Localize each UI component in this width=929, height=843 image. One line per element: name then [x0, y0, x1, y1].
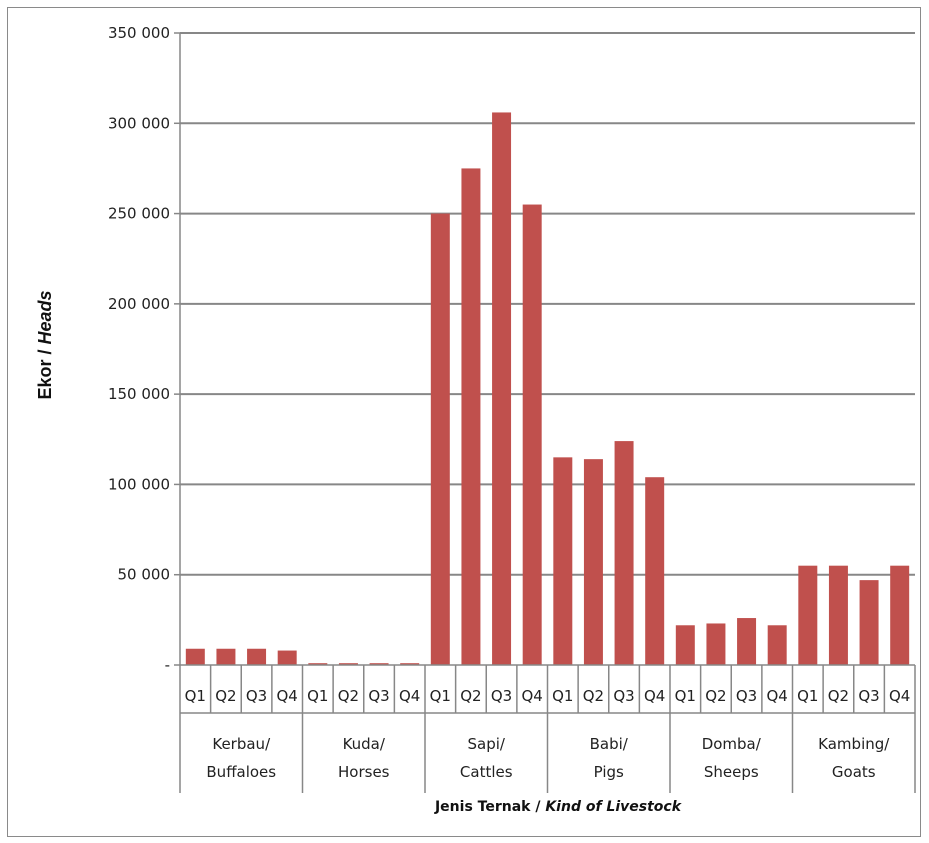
group-label-line1: Kerbau/ — [212, 735, 271, 753]
x-axis-label: Jenis Ternak / Kind of Livestock — [434, 799, 683, 815]
quarter-label: Q2 — [215, 687, 236, 705]
quarter-label: Q1 — [430, 687, 451, 705]
group-label-line2: Pigs — [594, 763, 624, 781]
bar — [890, 566, 909, 665]
quarter-label: Q1 — [675, 687, 696, 705]
quarter-label: Q1 — [185, 687, 206, 705]
bar — [860, 580, 879, 665]
quarter-label: Q2 — [705, 687, 726, 705]
bar — [431, 214, 450, 665]
y-tick-label: 250 000 — [108, 205, 170, 223]
bar — [829, 566, 848, 665]
group-label-line2: Horses — [338, 763, 390, 781]
quarter-label: Q1 — [797, 687, 818, 705]
bar — [615, 441, 634, 665]
y-tick-label: 300 000 — [108, 114, 170, 132]
bar — [278, 651, 297, 665]
group-label-line1: Domba/ — [702, 735, 762, 753]
quarter-label: Q4 — [277, 687, 298, 705]
bar — [523, 205, 542, 665]
quarter-label: Q4 — [399, 687, 420, 705]
quarter-label: Q3 — [246, 687, 267, 705]
quarter-label: Q2 — [460, 687, 481, 705]
bar — [737, 618, 756, 665]
quarter-label: Q3 — [736, 687, 757, 705]
quarter-label: Q3 — [368, 687, 389, 705]
group-label-line2: Cattles — [460, 763, 513, 781]
y-tick-label: 350 000 — [108, 24, 170, 42]
bar — [492, 112, 511, 665]
quarter-label: Q4 — [522, 687, 543, 705]
quarter-label: Q4 — [767, 687, 788, 705]
y-tick-label: 200 000 — [108, 295, 170, 313]
quarter-label: Q2 — [828, 687, 849, 705]
bar — [676, 625, 695, 665]
group-label-line2: Goats — [832, 763, 876, 781]
y-tick-label: - — [165, 656, 170, 674]
bar — [645, 477, 664, 665]
bar — [247, 649, 266, 665]
y-tick-label: 50 000 — [118, 566, 171, 584]
quarter-label: Q4 — [889, 687, 910, 705]
quarter-label: Q1 — [552, 687, 573, 705]
bar — [584, 459, 603, 665]
quarter-label: Q2 — [338, 687, 359, 705]
bar — [216, 649, 235, 665]
group-label-line1: Kuda/ — [343, 735, 386, 753]
bar — [553, 457, 572, 665]
group-label-line2: Sheeps — [704, 763, 759, 781]
bar — [461, 168, 480, 665]
quarter-label: Q1 — [307, 687, 328, 705]
y-tick-label: 150 000 — [108, 385, 170, 403]
group-label-line1: Babi/ — [590, 735, 629, 753]
quarter-label: Q4 — [644, 687, 665, 705]
y-tick-label: 100 000 — [108, 475, 170, 493]
quarter-label: Q3 — [858, 687, 879, 705]
group-label-line2: Buffaloes — [206, 763, 276, 781]
bar — [798, 566, 817, 665]
bar — [706, 623, 725, 665]
bar — [186, 649, 205, 665]
quarter-label: Q3 — [613, 687, 634, 705]
bar — [768, 625, 787, 665]
group-label-line1: Sapi/ — [468, 735, 506, 753]
y-axis-label: Ekor / Heads — [35, 290, 55, 399]
quarter-label: Q2 — [583, 687, 604, 705]
group-label-line1: Kambing/ — [818, 735, 890, 753]
quarter-label: Q3 — [491, 687, 512, 705]
